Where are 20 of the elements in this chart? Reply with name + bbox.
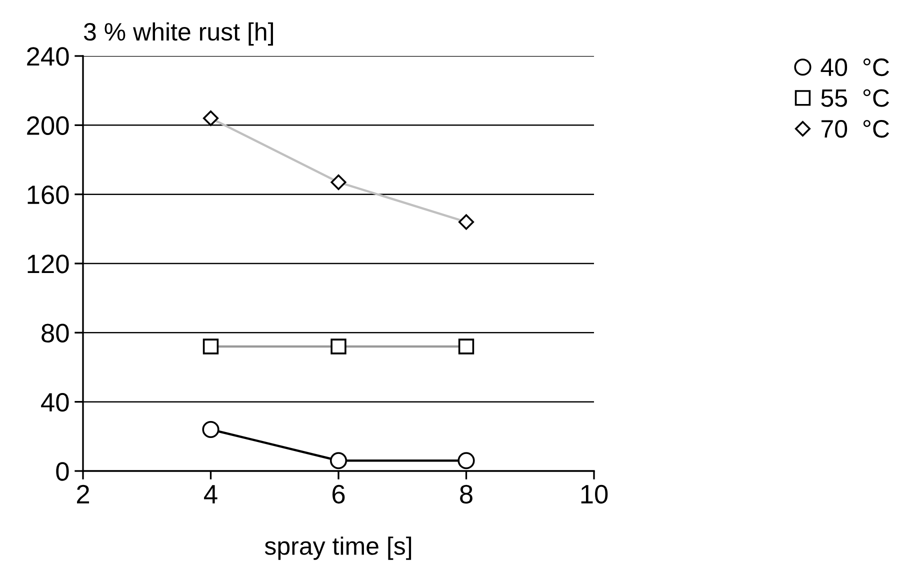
- x-tick-label: 4: [204, 485, 218, 504]
- legend-label: 70 °C: [822, 120, 890, 138]
- x-axis-title: spray time [s]: [264, 536, 412, 560]
- y-axis-title: 3 % white rust [h]: [84, 22, 273, 46]
- x-tick-label: 6: [332, 484, 345, 504]
- y-tick-label: 240: [27, 47, 69, 66]
- y-tick-label: 120: [28, 254, 69, 274]
- point: [202, 420, 220, 438]
- y-tick-label: 80: [42, 324, 69, 342]
- x-tick-label: 10: [581, 484, 608, 504]
- point: [458, 452, 475, 470]
- x-tick-label: 8: [460, 484, 472, 504]
- point: [330, 452, 348, 470]
- x-tick-label: 2: [76, 484, 90, 504]
- legend-label: 55 °C: [821, 89, 890, 107]
- y-tick-label: 0: [56, 462, 69, 481]
- y-tick-label: 200: [27, 116, 69, 135]
- y-tick-label: 40: [41, 392, 69, 412]
- legend-label: 40 °C: [820, 58, 890, 76]
- y-tick-label: 160: [28, 185, 69, 204]
